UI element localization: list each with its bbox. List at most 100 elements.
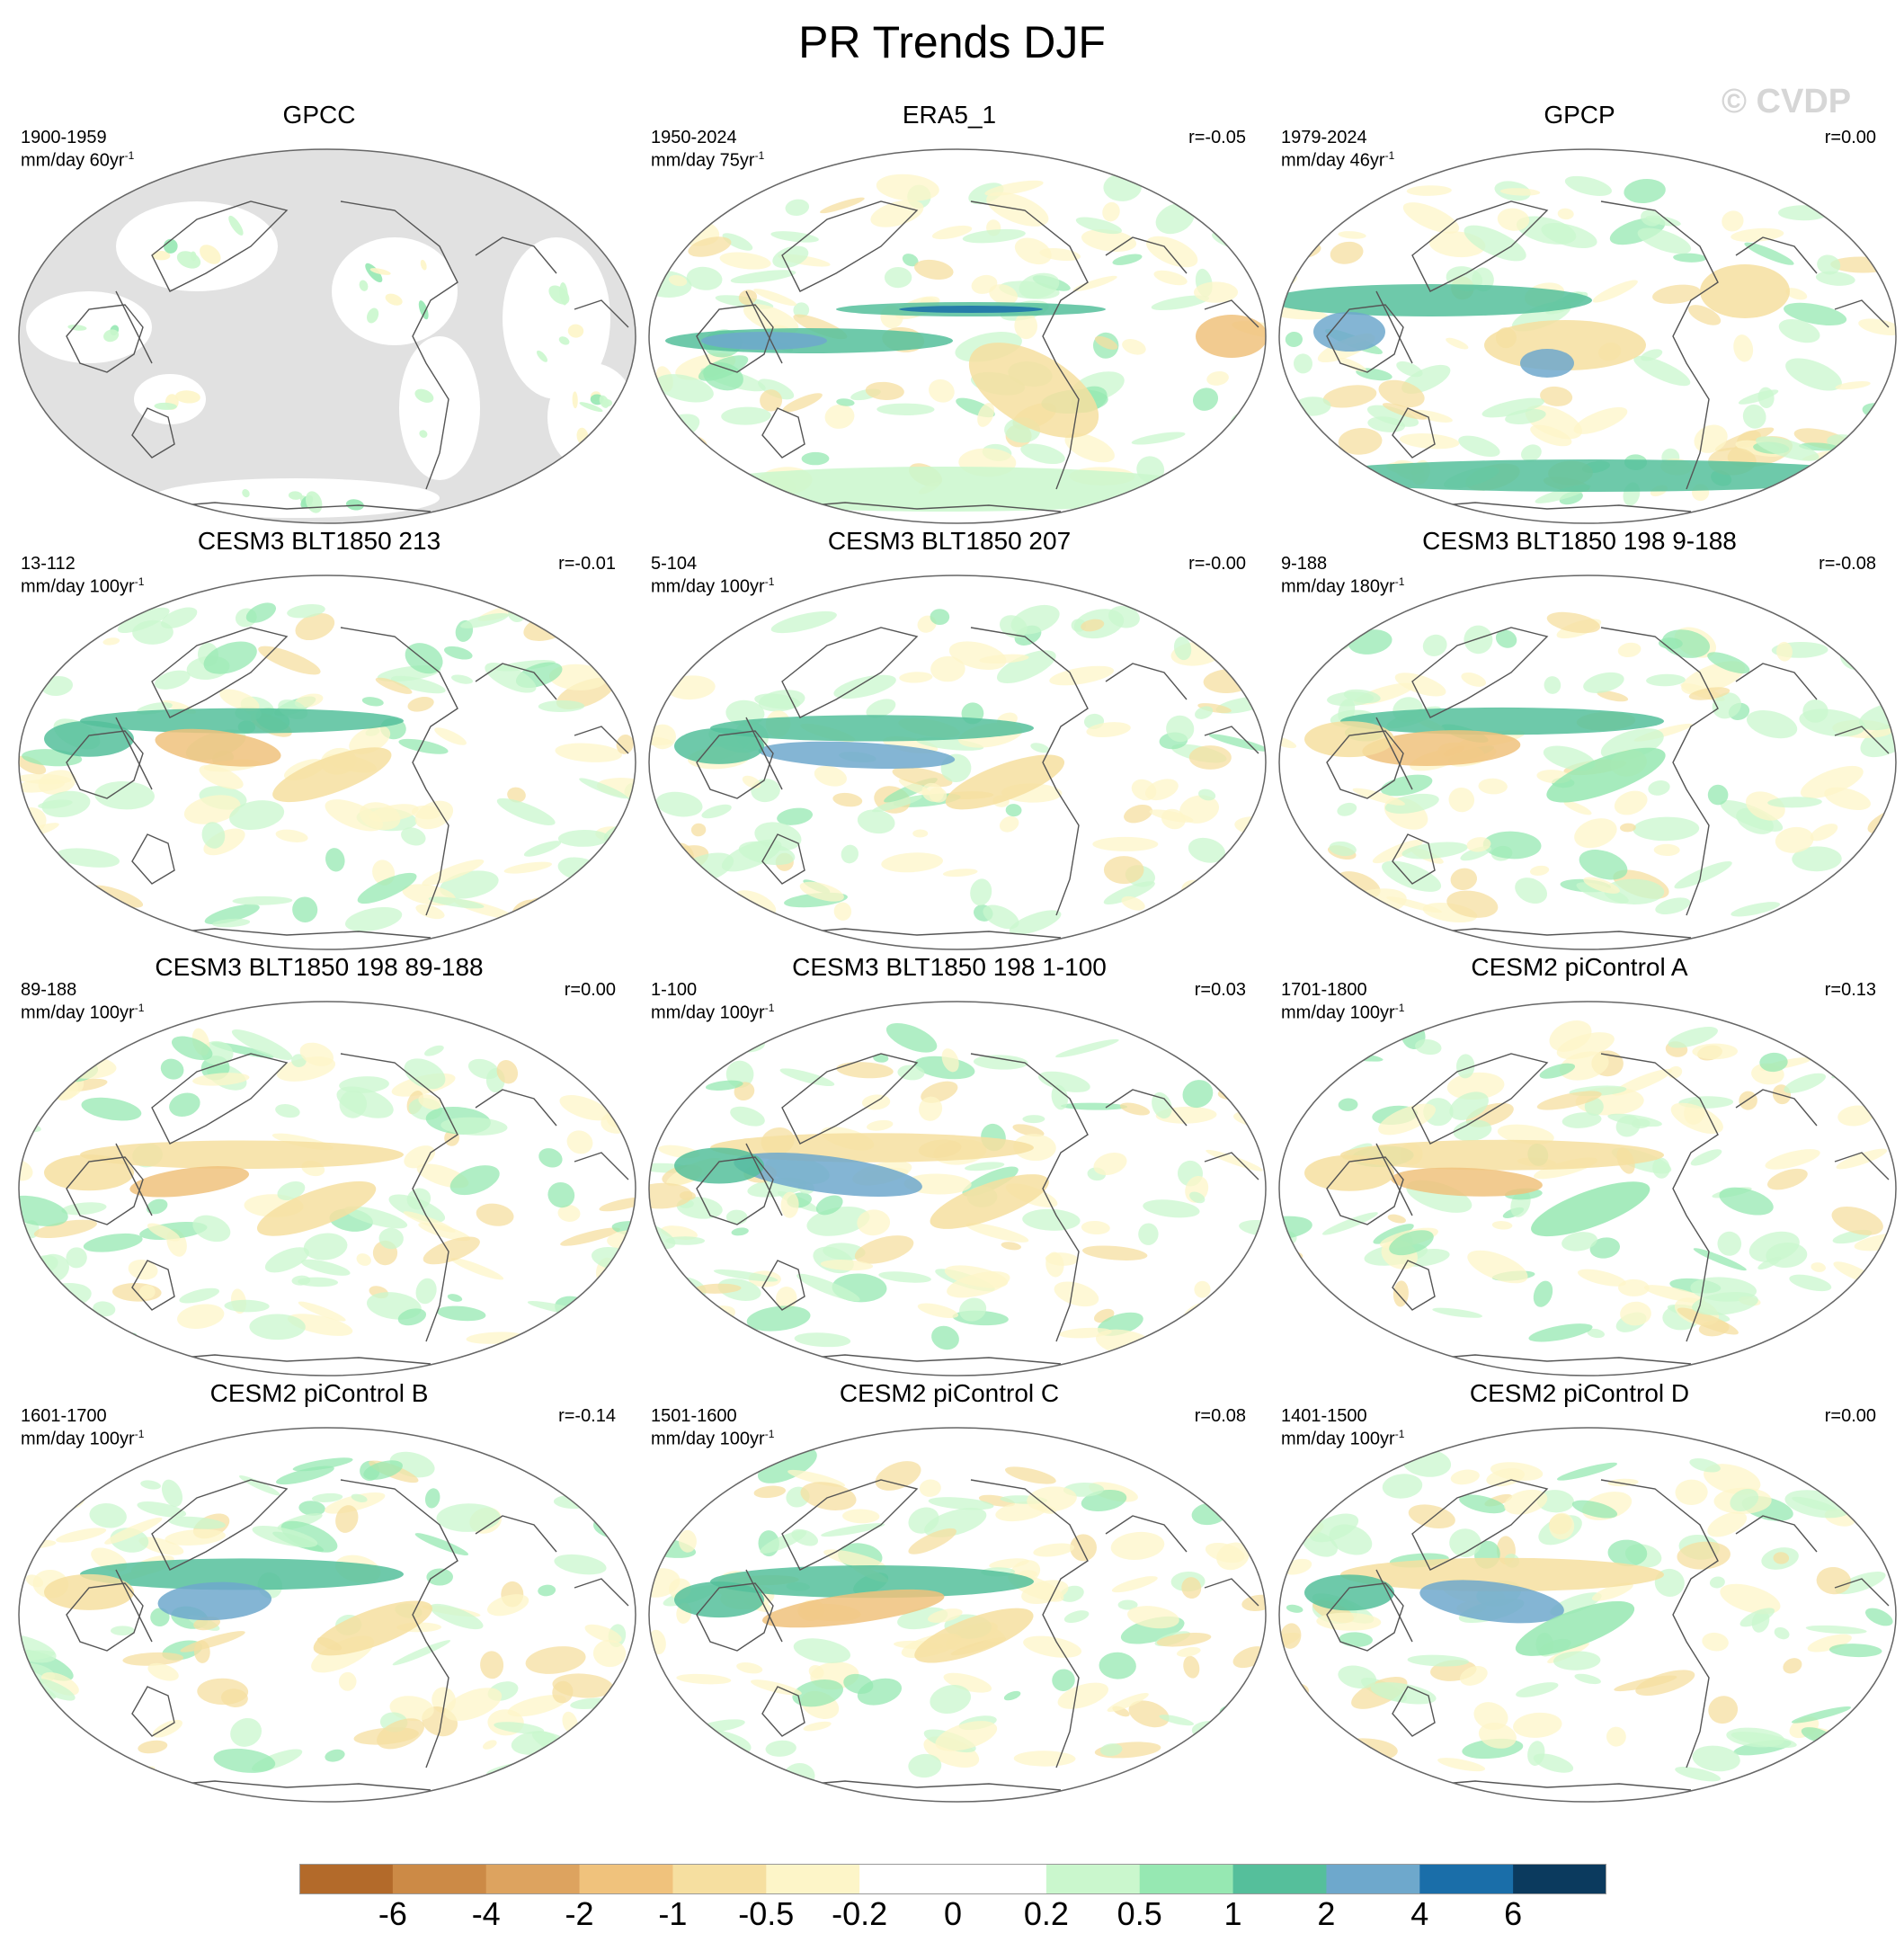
panel-correlation: r=0.00 [564, 980, 616, 1000]
watermark: © CVDP [1722, 83, 1852, 120]
map-plot [1278, 1427, 1897, 1803]
map-outline [1278, 1427, 1897, 1803]
map-outline [18, 1427, 636, 1803]
panel-correlation: r=0.13 [1824, 980, 1876, 1000]
panel-units: mm/day 100yr-1 [1281, 1002, 1405, 1023]
map-plot [648, 1427, 1267, 1803]
colorbar-tick-label: -1 [658, 1895, 688, 1932]
panel-title: CESM3 BLT1850 198 89-188 [155, 953, 484, 981]
panel-correlation: r=0.08 [1194, 1406, 1246, 1426]
map-panel: CESM3 BLT1850 198 1-100 1-100 mm/day 100yr… [635, 953, 1267, 1380]
map-panel: CESM3 BLT1850 198 89-188 89-188 mm/day 100… [4, 953, 636, 1380]
panel-title: CESM2 piControl B [209, 1379, 429, 1407]
panel-units: mm/day 100yr-1 [21, 1428, 145, 1449]
map-plot [648, 148, 1267, 524]
panel-years: 1501-1600 [651, 1406, 737, 1426]
panel-title: CESM2 piControl A [1471, 953, 1688, 981]
colorbar-swatch [859, 1864, 954, 1894]
panel-title: CESM2 piControl D [1469, 1379, 1690, 1407]
colorbar-swatch [1326, 1864, 1420, 1894]
map-outline [648, 148, 1267, 524]
panel-title: ERA5_1 [902, 101, 997, 129]
colorbar-swatch [766, 1864, 860, 1894]
panel-years: 1701-1800 [1281, 980, 1367, 1000]
colorbar-tick-label: 6 [1504, 1895, 1523, 1932]
panel-title: CESM3 BLT1850 213 [197, 527, 441, 555]
panel-title: GPCC [282, 101, 356, 129]
map-panel: CESM2 piControl A 1701-1800 mm/day 100yr-1… [1265, 953, 1897, 1380]
map-outline [648, 575, 1267, 950]
panel-correlation: r=0.00 [1824, 1406, 1876, 1426]
panel-correlation: r=-0.08 [1819, 554, 1876, 574]
colorbar-tick-label: 2 [1317, 1895, 1336, 1932]
panel-units: mm/day 100yr-1 [21, 1002, 145, 1023]
map-outline [648, 1427, 1267, 1803]
panel-years: 1950-2024 [651, 128, 737, 147]
map-outline [1278, 575, 1897, 950]
map-panel: GPCC 1900-1959 mm/day 60yr-1 [4, 101, 636, 528]
map-outline [1278, 1001, 1897, 1376]
panel-title: CESM2 piControl C [839, 1379, 1060, 1407]
panel-units: mm/day 100yr-1 [21, 575, 145, 597]
map-panel: CESM3 BLT1850 213 13-112 mm/day 100yr-1 r=-… [4, 527, 636, 954]
map-panel: CESM3 BLT1850 207 5-104 mm/day 100yr-1 r=-0… [635, 527, 1267, 954]
colorbar [299, 1864, 1606, 1894]
map-panel: CESM2 piControl B 1601-1700 mm/day 100yr-1… [4, 1379, 636, 1806]
panel-correlation: r=-0.05 [1188, 128, 1246, 147]
colorbar-tick-label: -2 [565, 1895, 594, 1932]
panel-years: 1601-1700 [21, 1406, 107, 1426]
colorbar-tick-label: -0.2 [832, 1895, 888, 1932]
panel-title: GPCP [1544, 101, 1615, 129]
panel-years: 89-188 [21, 980, 77, 1000]
map-plot [18, 575, 636, 950]
panel-years: 1-100 [651, 980, 698, 1000]
map-plot [1278, 148, 1897, 524]
panel-units: mm/day 100yr-1 [1281, 1428, 1405, 1449]
colorbar-swatch [1419, 1864, 1514, 1894]
colorbar-swatch [579, 1864, 673, 1894]
map-outline [648, 1001, 1267, 1376]
map-outline [1278, 148, 1897, 524]
map-panel: CESM2 piControl D 1401-1500 mm/day 100yr-1… [1265, 1379, 1897, 1806]
map-panel: CESM3 BLT1850 198 9-188 9-188 mm/day 180yr… [1265, 527, 1897, 954]
panel-units: mm/day 46yr-1 [1281, 149, 1395, 171]
panel-years: 13-112 [21, 554, 76, 574]
panel-correlation: r=-0.01 [558, 554, 616, 574]
map-panel: CESM2 piControl C 1501-1600 mm/day 100yr-1… [635, 1379, 1267, 1806]
panel-years: 9-188 [1281, 554, 1328, 574]
colorbar-swatch [1232, 1864, 1327, 1894]
colorbar-tick-label: -0.5 [738, 1895, 795, 1932]
panel-years: 1401-1500 [1281, 1406, 1367, 1426]
panel-title: CESM3 BLT1850 198 1-100 [792, 953, 1107, 981]
map-outline [18, 575, 636, 950]
panel-years: 1979-2024 [1281, 128, 1367, 147]
colorbar-tick-label: 0 [943, 1895, 963, 1932]
map-outline [18, 1001, 636, 1376]
panel-title: CESM3 BLT1850 198 9-188 [1422, 527, 1737, 555]
map-plot [648, 1001, 1267, 1376]
map-outline [18, 148, 636, 524]
map-panel: GPCP 1979-2024 mm/day 46yr-1 r=0.00 [1265, 101, 1897, 528]
panel-title: CESM3 BLT1850 207 [827, 527, 1072, 555]
map-panel: ERA5_1 1950-2024 mm/day 75yr-1 r=-0.05 [635, 101, 1267, 528]
map-plot [1278, 1001, 1897, 1376]
map-plot [18, 148, 636, 524]
panel-units: mm/day 180yr-1 [1281, 575, 1405, 597]
panel-years: 1900-1959 [21, 128, 107, 147]
panel-units: mm/day 75yr-1 [651, 149, 765, 171]
panel-units: mm/day 100yr-1 [651, 1428, 775, 1449]
colorbar-swatch [672, 1864, 767, 1894]
panel-units: mm/day 100yr-1 [651, 575, 775, 597]
panel-years: 5-104 [651, 554, 698, 574]
colorbar-tick-label: 0.2 [1023, 1895, 1069, 1932]
colorbar-tick-label: 1 [1223, 1895, 1242, 1932]
colorbar-swatch [1045, 1864, 1141, 1894]
map-plot [1278, 575, 1897, 950]
map-plot [18, 1427, 636, 1803]
colorbar-tick-label: 0.5 [1117, 1895, 1162, 1932]
panel-units: mm/day 60yr-1 [21, 149, 135, 171]
colorbar-tick-label: -6 [378, 1895, 407, 1932]
colorbar-tick-label: 4 [1410, 1895, 1429, 1932]
panel-correlation: r=0.03 [1194, 980, 1246, 1000]
colorbar-swatch [953, 1864, 1047, 1894]
